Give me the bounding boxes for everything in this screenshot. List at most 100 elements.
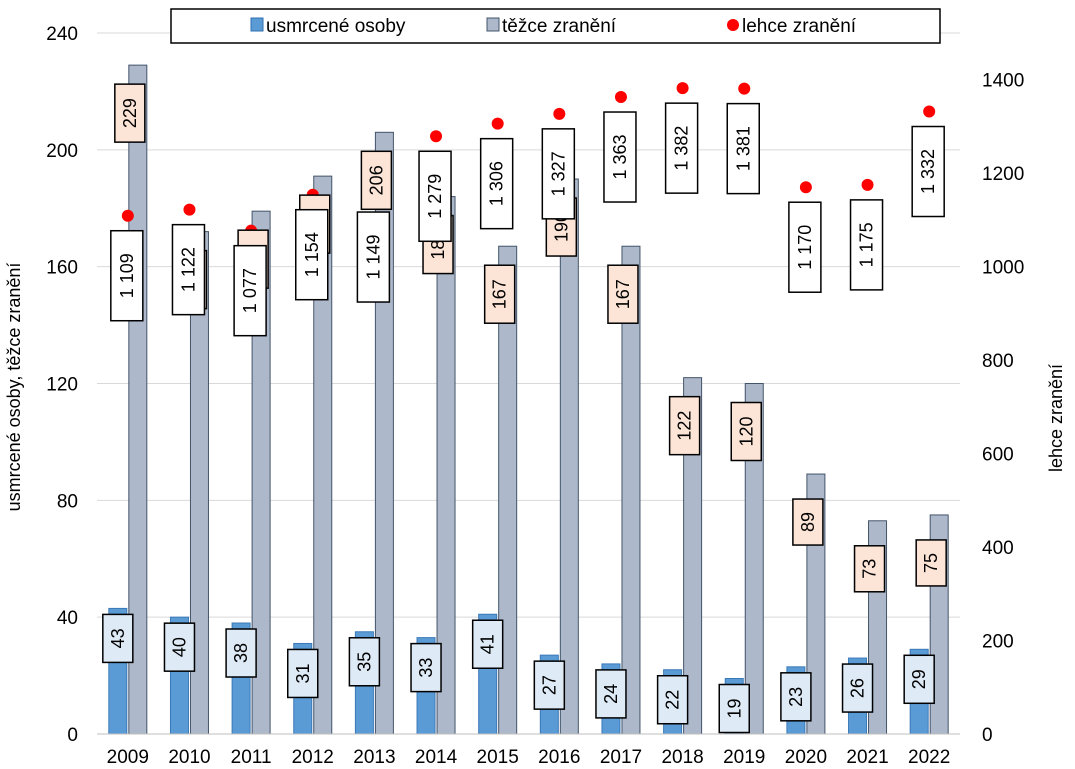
label-light-box xyxy=(295,208,329,301)
label-serious: 167 xyxy=(483,264,516,324)
label-light: 1 154 xyxy=(295,208,329,301)
label-light-box xyxy=(664,102,699,194)
y2-tick-label: 1400 xyxy=(982,71,1024,92)
label-killed-text: 23 xyxy=(786,687,806,707)
label-serious-box xyxy=(360,150,393,211)
point-light xyxy=(430,130,443,143)
label-killed-box xyxy=(348,637,381,687)
label-killed: 26 xyxy=(841,663,874,713)
label-light-box xyxy=(171,223,206,316)
label-light: 1 122 xyxy=(171,223,206,316)
label-light-text: 1 077 xyxy=(240,268,260,313)
label-serious-text: 122 xyxy=(675,411,695,441)
label-killed: 33 xyxy=(410,642,442,693)
label-killed-text: 19 xyxy=(724,698,744,718)
y-tick-label: 240 xyxy=(46,24,78,45)
label-killed-box xyxy=(780,672,812,722)
label-light-box xyxy=(356,211,391,303)
label-light-text: 1 175 xyxy=(857,222,877,267)
label-light: 1 109 xyxy=(110,229,144,322)
label-light-text: 1 122 xyxy=(178,247,198,292)
label-light-box xyxy=(418,150,452,243)
label-killed: 27 xyxy=(533,660,566,710)
label-serious-text: 167 xyxy=(613,279,633,309)
label-killed-text: 40 xyxy=(169,637,189,657)
label-killed: 35 xyxy=(348,637,381,687)
y-tick-label: 40 xyxy=(57,608,78,629)
label-serious: 75 xyxy=(915,539,947,587)
point-light xyxy=(491,117,504,130)
label-light-text: 1 149 xyxy=(363,235,383,280)
label-serious-box xyxy=(483,264,516,324)
y-tick-label: 200 xyxy=(46,141,78,162)
x-tick-label: 2013 xyxy=(353,747,395,768)
label-killed-text: 24 xyxy=(601,684,621,704)
label-killed-box xyxy=(595,669,627,719)
label-serious-text: 73 xyxy=(860,559,880,579)
label-light-box xyxy=(541,128,576,220)
label-light-text: 1 109 xyxy=(117,253,137,298)
label-killed: 23 xyxy=(780,672,812,722)
label-killed-text: 31 xyxy=(293,663,313,683)
label-light-box xyxy=(726,102,760,195)
label-light-text: 1 381 xyxy=(733,126,753,171)
label-killed-box xyxy=(471,619,504,669)
y2-axis-title: lehce zranění xyxy=(1046,364,1066,472)
legend-marker-light xyxy=(727,19,739,31)
label-serious-box xyxy=(114,83,146,143)
label-light: 1 306 xyxy=(479,137,514,230)
y2-tick-label: 1200 xyxy=(982,164,1024,185)
x-tick-label: 2016 xyxy=(538,747,580,768)
label-serious: 122 xyxy=(668,395,701,456)
x-tick-label: 2021 xyxy=(846,747,888,768)
legend-label-light: lehce zranění xyxy=(742,16,857,37)
label-light-box xyxy=(110,229,144,322)
label-serious-box xyxy=(915,539,947,587)
label-light: 1 382 xyxy=(664,102,699,194)
label-light-box xyxy=(603,111,637,203)
label-light: 1 381 xyxy=(726,102,760,195)
label-serious: 167 xyxy=(607,264,639,324)
label-killed-box xyxy=(718,683,750,734)
label-killed-box xyxy=(225,628,257,678)
label-killed-text: 43 xyxy=(108,628,128,648)
x-tick-label: 2019 xyxy=(723,747,765,768)
point-light xyxy=(183,203,196,216)
label-killed-box xyxy=(533,660,566,710)
y-tick-label: 0 xyxy=(67,725,78,746)
point-light xyxy=(121,209,134,222)
label-killed: 22 xyxy=(656,674,689,725)
label-serious-box xyxy=(853,545,886,593)
label-serious: 89 xyxy=(792,498,824,546)
point-light xyxy=(738,82,751,95)
label-light: 1 149 xyxy=(356,211,391,303)
label-killed: 41 xyxy=(471,619,504,669)
label-light-box xyxy=(849,199,884,291)
label-serious-box xyxy=(730,401,762,462)
label-killed-text: 38 xyxy=(231,643,251,663)
legend-swatch-killed xyxy=(250,17,264,32)
label-serious-text: 75 xyxy=(921,553,941,573)
label-light-box xyxy=(911,125,945,218)
x-tick-label: 2010 xyxy=(168,747,210,768)
point-light xyxy=(923,105,936,118)
y-tick-label: 160 xyxy=(46,258,78,279)
label-light: 1 077 xyxy=(233,244,267,337)
label-serious-box xyxy=(792,498,824,546)
point-light xyxy=(614,91,627,104)
x-tick-label: 2015 xyxy=(477,747,519,768)
label-killed-text: 27 xyxy=(539,675,559,695)
axes: 0 40 80 120 160 200 240 0 200 400 600 800 1000 1200 14… xyxy=(46,24,1024,768)
label-serious-text: 89 xyxy=(798,512,818,532)
x-tick-label: 2011 xyxy=(231,747,272,768)
label-killed: 43 xyxy=(102,613,134,664)
point-light xyxy=(861,178,874,191)
label-light-text: 1 279 xyxy=(425,174,445,219)
label-light: 1 332 xyxy=(911,125,945,218)
legend: usmrcené osoby těžce zranění lehce zraně… xyxy=(170,8,941,44)
x-tick-label: 2012 xyxy=(292,747,334,768)
label-light-text: 1 154 xyxy=(302,232,322,277)
bar-serious xyxy=(559,178,579,735)
y-tick-label: 120 xyxy=(46,375,78,396)
